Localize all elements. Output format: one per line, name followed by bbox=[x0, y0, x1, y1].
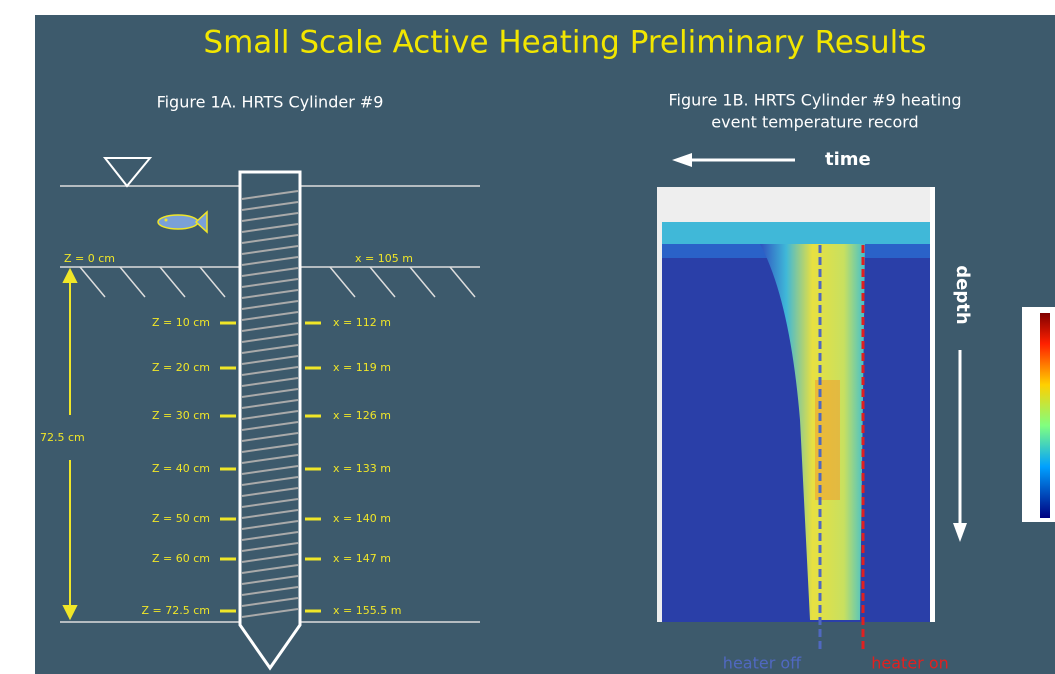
hatch bbox=[119, 266, 146, 298]
depth-label: Z = 50 cm bbox=[152, 512, 210, 525]
coil bbox=[241, 498, 299, 508]
coil bbox=[241, 300, 299, 310]
hatch bbox=[159, 266, 186, 298]
hatch bbox=[199, 266, 226, 298]
position-label: x = 133 m bbox=[333, 462, 391, 475]
coil bbox=[241, 520, 299, 530]
figure-title: event temperature record bbox=[711, 113, 918, 132]
coil bbox=[241, 223, 299, 233]
coil bbox=[241, 586, 299, 596]
position-label: x = 147 m bbox=[333, 552, 391, 565]
heater-on-label: heater on bbox=[871, 654, 949, 673]
coil bbox=[241, 531, 299, 541]
coil bbox=[241, 542, 299, 552]
coil bbox=[241, 366, 299, 376]
depth-label: Z = 30 cm bbox=[152, 409, 210, 422]
coil bbox=[241, 454, 299, 464]
figure-title: Figure 1B. HRTS Cylinder #9 heating bbox=[668, 91, 961, 110]
depth-label: Z = 60 cm bbox=[152, 552, 210, 565]
coil bbox=[241, 245, 299, 255]
depth-arrow bbox=[62, 267, 78, 621]
arrow-depth bbox=[953, 350, 967, 542]
figure-title: Figure 1A. HRTS Cylinder #9 bbox=[157, 93, 384, 112]
heater-off-label: heater off bbox=[723, 654, 802, 673]
depth-label: depth bbox=[952, 265, 973, 324]
coil bbox=[241, 465, 299, 475]
arrow-time bbox=[672, 153, 795, 167]
fish bbox=[157, 210, 208, 234]
coil bbox=[241, 311, 299, 321]
coil bbox=[241, 388, 299, 398]
coil bbox=[241, 267, 299, 277]
coil bbox=[241, 575, 299, 585]
coil bbox=[241, 234, 299, 244]
coil bbox=[241, 399, 299, 409]
cylinder-diagram bbox=[60, 157, 480, 671]
hatch bbox=[79, 266, 106, 298]
hatch bbox=[449, 266, 476, 298]
coil bbox=[241, 421, 299, 431]
slide-title: Small Scale Active Heating Preliminary R… bbox=[203, 25, 926, 61]
coil bbox=[241, 377, 299, 387]
hatch bbox=[369, 266, 396, 298]
depth-label: Z = 40 cm bbox=[152, 462, 210, 475]
depth-span: 72.5 cm bbox=[40, 431, 85, 444]
coil bbox=[241, 212, 299, 222]
coil bbox=[241, 476, 299, 486]
position-label: x = 155.5 m bbox=[333, 604, 401, 617]
hatch bbox=[329, 266, 356, 298]
coil bbox=[241, 190, 299, 200]
coil bbox=[241, 344, 299, 354]
coil bbox=[241, 509, 299, 519]
hatch bbox=[409, 266, 436, 298]
coil bbox=[241, 289, 299, 299]
surface-label: x = 105 m bbox=[355, 252, 413, 265]
coil bbox=[241, 597, 299, 607]
coil bbox=[241, 443, 299, 453]
surface-label: Z = 0 cm bbox=[64, 252, 115, 265]
depth-label: Z = 72.5 cm bbox=[142, 604, 211, 617]
colorbar bbox=[1022, 307, 1055, 522]
coil bbox=[241, 278, 299, 288]
position-label: x = 112 m bbox=[333, 316, 391, 329]
coil bbox=[241, 355, 299, 365]
coil bbox=[241, 256, 299, 266]
coil bbox=[241, 333, 299, 343]
coil bbox=[241, 432, 299, 442]
position-label: x = 126 m bbox=[333, 409, 391, 422]
coil bbox=[241, 553, 299, 563]
time-label: time bbox=[825, 149, 871, 170]
heatmap bbox=[657, 187, 935, 622]
coil bbox=[241, 410, 299, 420]
coil bbox=[241, 564, 299, 574]
coil bbox=[241, 608, 299, 618]
depth-label: Z = 10 cm bbox=[152, 316, 210, 329]
position-label: x = 140 m bbox=[333, 512, 391, 525]
coil bbox=[241, 322, 299, 332]
position-label: x = 119 m bbox=[333, 361, 391, 374]
depth-label: Z = 20 cm bbox=[152, 361, 210, 374]
coil bbox=[241, 487, 299, 497]
coil bbox=[241, 201, 299, 211]
